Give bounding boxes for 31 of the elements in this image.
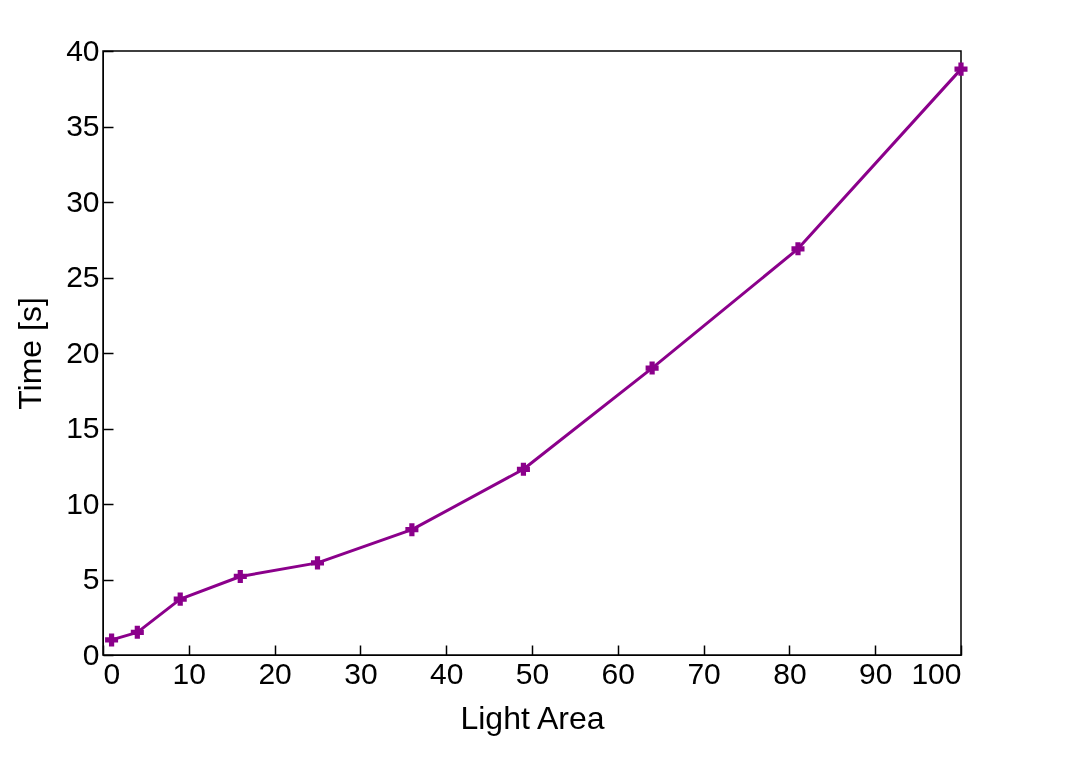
x-tick-label: 50 <box>515 656 550 690</box>
x-tick-label: 90 <box>859 656 893 690</box>
x-tick-label: 0 <box>103 656 121 690</box>
x-tick-label: 20 <box>258 656 292 690</box>
y-tick-label: 20 <box>66 335 100 369</box>
point <box>310 556 325 570</box>
point <box>791 242 805 256</box>
y-tick-label: 15 <box>66 411 100 444</box>
point <box>645 361 659 375</box>
y-tick-label: 5 <box>82 562 100 595</box>
x-tick-label: 40 <box>430 656 464 690</box>
y-tick-label: 30 <box>66 184 100 218</box>
point <box>516 462 530 476</box>
y-tick-label: 35 <box>66 109 100 142</box>
point <box>954 62 968 76</box>
x-tick-label: 60 <box>601 656 635 690</box>
point <box>173 592 187 606</box>
x-tick-label: 10 <box>172 656 206 690</box>
y-tick-label: 25 <box>66 260 100 293</box>
point <box>130 625 144 639</box>
y-tick-label: 40 <box>66 33 100 67</box>
x-tick-label: 80 <box>773 656 807 690</box>
y-axis-title: Time [s] <box>12 297 49 410</box>
x-tick-label: 70 <box>687 656 721 690</box>
x-axis-title: Light Area <box>460 699 605 736</box>
point <box>233 569 247 583</box>
point <box>105 633 119 647</box>
x-tick-label: 100 <box>911 656 962 690</box>
x-tick-label: 30 <box>344 656 378 690</box>
point <box>405 523 419 537</box>
y-tick-label: 10 <box>66 486 100 520</box>
